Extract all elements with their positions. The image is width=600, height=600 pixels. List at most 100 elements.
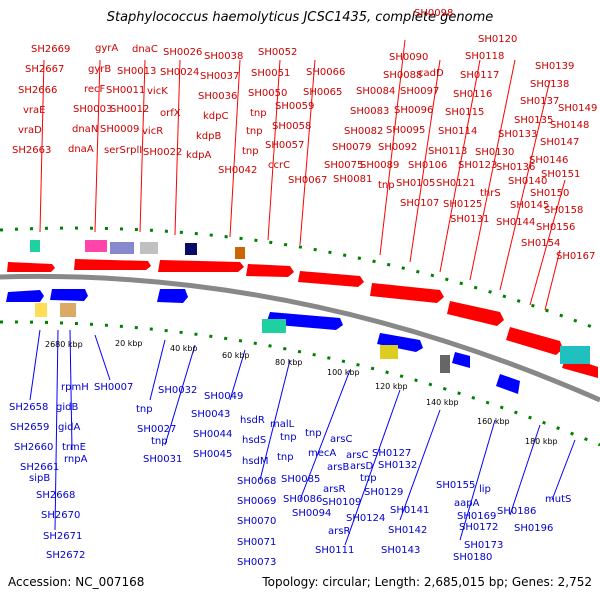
- gene-label: hsdR: [240, 415, 265, 426]
- gene-label: tnp: [280, 432, 297, 443]
- gene-label: arsC: [330, 434, 352, 445]
- gene-label: gyrB: [88, 64, 111, 75]
- gene-label: mecA: [308, 448, 336, 459]
- scale-label: 160 kbp: [477, 417, 510, 426]
- scale-label: 2680 kbp: [45, 340, 83, 349]
- gene-label: SH0106: [408, 160, 447, 171]
- genome-summary-text: Topology: circular; Length: 2,685,015 bp…: [262, 575, 592, 589]
- gene-label: orfX: [160, 108, 181, 119]
- inner-tick-ring: [0, 320, 600, 447]
- gene-label: SH0131: [450, 214, 489, 225]
- gene-label: SH0089: [360, 160, 399, 171]
- gene-label: SH0069: [237, 496, 276, 507]
- gene-label: SH0065: [303, 87, 342, 98]
- reverse-leader-lines: [29, 329, 576, 546]
- gene-label: tnp: [360, 473, 377, 484]
- gene-label: SH0096: [394, 105, 433, 116]
- gene-label: cadD: [418, 68, 444, 79]
- gene-label: SH2663: [12, 145, 51, 156]
- gene-label: SH0085: [281, 474, 320, 485]
- gene-label: arsC: [346, 450, 368, 461]
- gene-label: SH0148: [550, 120, 589, 131]
- gene-label: SH0037: [200, 71, 239, 82]
- gene-label: SH0186: [497, 506, 536, 517]
- gene-label: SH0140: [508, 176, 547, 187]
- gene-label: vraD: [18, 125, 42, 136]
- gene-label: SH0057: [265, 140, 304, 151]
- gene-label: tnp: [136, 404, 153, 415]
- gene-label: recF: [84, 84, 106, 95]
- gene-label: hsdM: [242, 456, 269, 467]
- gene-label: tnp: [242, 146, 259, 157]
- gene-label: SH0113: [428, 146, 467, 157]
- gene-label: kdpC: [203, 111, 228, 122]
- gene-label: SH2661: [20, 462, 59, 473]
- gene-label: SH2659: [10, 422, 49, 433]
- gene-label: SH2671: [43, 531, 82, 542]
- gene-label: SH0049: [204, 391, 243, 402]
- forward-leader-lines: [39, 39, 566, 311]
- gene-label: rnpA: [64, 454, 88, 465]
- gene-label: SH0143: [381, 545, 420, 556]
- gene-label: SH0114: [438, 126, 477, 137]
- gene-label: SH0146: [529, 155, 568, 166]
- genome-backbone: [0, 273, 600, 403]
- outer-tick-ring: [0, 226, 600, 332]
- scale-label: 60 kbp: [222, 351, 250, 360]
- gene-label: SH0032: [158, 385, 197, 396]
- gene-label: SH0180: [453, 552, 492, 563]
- gene-label: SH0081: [333, 174, 372, 185]
- gene-label: SH0158: [544, 205, 583, 216]
- gene-label: SH0130: [475, 147, 514, 158]
- gene-label: SH0098: [414, 8, 453, 19]
- gene-label: SH0094: [292, 508, 331, 519]
- gene-label: dnaC: [132, 44, 158, 55]
- gene-label: mutS: [545, 494, 571, 505]
- gene-label: gidB: [56, 402, 78, 413]
- gene-label: SH0026: [163, 47, 202, 58]
- gene-label: SH0092: [378, 142, 417, 153]
- gene-label: SH0027: [137, 424, 176, 435]
- gene-label: kdpB: [196, 131, 221, 142]
- gene-label: tnp: [277, 452, 294, 463]
- scale-label: 100 kbp: [327, 368, 360, 377]
- forward-strand: [7, 259, 598, 378]
- gene-label: SH0086: [283, 494, 322, 505]
- gene-label: arsD: [350, 461, 373, 472]
- gene-label: SH0045: [193, 449, 232, 460]
- gene-label: SH0050: [248, 88, 287, 99]
- gene-label: SH0136: [496, 162, 535, 173]
- gene-label: SH0173: [464, 540, 503, 551]
- gene-label: SH0139: [535, 61, 574, 72]
- gene-label: vicK: [147, 86, 168, 97]
- scale-label: 40 kbp: [170, 344, 198, 353]
- gene-label: SH0088: [383, 70, 422, 81]
- gene-label: ccrC: [268, 160, 290, 171]
- gene-label: SH0052: [258, 47, 297, 58]
- gene-label: SH0105: [396, 178, 435, 189]
- gene-label: thrS: [480, 188, 501, 199]
- forward-gene-labels: SH2669 SH2667 SH2666 vraE vraD SH2663 gy…: [12, 8, 597, 262]
- gene-label: SH0132: [378, 460, 417, 471]
- gene-label: trmE: [62, 442, 86, 453]
- gene-label: SH0167: [556, 251, 595, 262]
- gene-label: tnp: [305, 428, 322, 439]
- gene-label: SH0013: [117, 66, 156, 77]
- gene-label: SH2668: [36, 490, 75, 501]
- gene-label: SH0125: [443, 199, 482, 210]
- gene-label: arsR: [323, 484, 345, 495]
- gene-label: dnaN: [72, 124, 98, 135]
- gene-label: SH0123: [458, 160, 497, 171]
- gene-label: SH0044: [193, 429, 232, 440]
- gene-label: SH0117: [460, 70, 499, 81]
- gene-label: SH0043: [191, 409, 230, 420]
- gene-label: SH0075: [324, 160, 363, 171]
- gene-label: SH0011: [106, 85, 145, 96]
- gene-label: SH0066: [306, 67, 345, 78]
- gene-label: SH0109: [322, 497, 361, 508]
- gene-label: lip: [479, 484, 491, 495]
- gene-label: SH0079: [332, 142, 371, 153]
- gene-label: SH0036: [198, 91, 237, 102]
- gene-label: SH0090: [389, 52, 428, 63]
- gene-label: SH0095: [386, 125, 425, 136]
